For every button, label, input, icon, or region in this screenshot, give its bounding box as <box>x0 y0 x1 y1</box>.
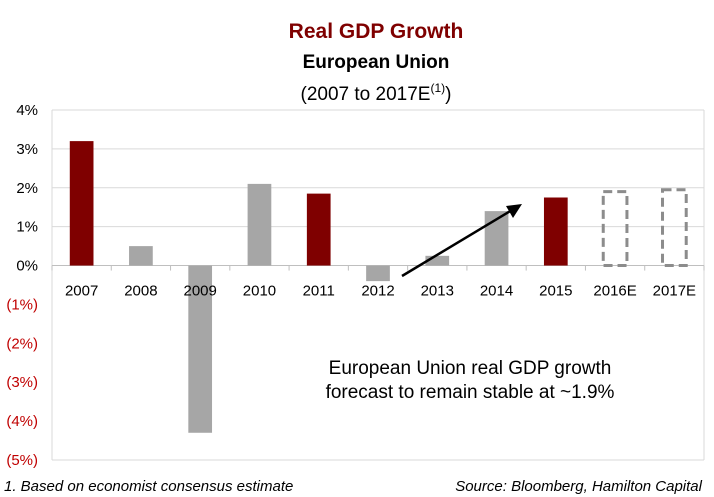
y-tick-label: 0% <box>16 258 38 275</box>
period-superscript: (1) <box>430 81 445 95</box>
x-tick-label: 2011 <box>303 283 335 300</box>
x-tick-label: 2008 <box>124 283 157 300</box>
bar-2008 <box>129 246 153 265</box>
annotation-line-2: forecast to remain stable at ~1.9% <box>326 382 615 403</box>
annotation-line-1: European Union real GDP growth <box>329 358 612 379</box>
x-tick-label: 2007 <box>65 283 98 300</box>
y-tick-label: (3%) <box>6 374 38 391</box>
bar-2017E <box>663 190 687 266</box>
source-note: Source: Bloomberg, Hamilton Capital <box>455 478 702 495</box>
x-tick-label: 2014 <box>480 283 513 300</box>
bar-2010 <box>248 184 272 266</box>
y-tick-label: (2%) <box>6 335 38 352</box>
bar-2012 <box>366 266 390 282</box>
y-tick-label: 1% <box>16 219 38 236</box>
y-tick-label: 4% <box>16 102 38 119</box>
footnote: 1. Based on economist consensus estimate <box>4 478 293 495</box>
y-tick-label: (4%) <box>6 413 38 430</box>
x-tick-label: 2009 <box>183 283 216 300</box>
y-tick-label: (1%) <box>6 296 38 313</box>
x-axis-ticks: 2007 2008 2009 2010 2011 2012 2013 2014 2015 2016… <box>65 283 696 300</box>
x-tick-label: 2015 <box>539 283 572 300</box>
x-tick-label: 2013 <box>421 283 454 300</box>
period-label: (2007 to 2017E <box>301 84 431 105</box>
y-tick-label: (5%) <box>6 452 38 469</box>
bar-2011 <box>307 194 331 266</box>
chart-title: Real GDP Growth <box>289 20 464 43</box>
chart-period: (2007 to 2017E(1)) <box>301 81 452 105</box>
x-tick-label: 2016E <box>593 283 636 300</box>
period-close: ) <box>445 84 451 105</box>
bar-2007 <box>70 141 94 265</box>
y-axis-ticks: 4% 3% 2% 1% 0% (1%) (2%) (3%) (4%) (5%) <box>6 102 38 469</box>
chart-subtitle: European Union <box>303 52 450 73</box>
y-tick-label: 2% <box>16 180 38 197</box>
x-tick-label: 2012 <box>361 283 394 300</box>
gdp-growth-chart: Real GDP Growth European Union (2007 to … <box>0 0 714 497</box>
x-tick-label: 2017E <box>653 283 696 300</box>
x-tick-label: 2010 <box>243 283 276 300</box>
bar-2015 <box>544 198 568 266</box>
bar-2016E <box>603 192 627 266</box>
y-tick-label: 3% <box>16 141 38 158</box>
